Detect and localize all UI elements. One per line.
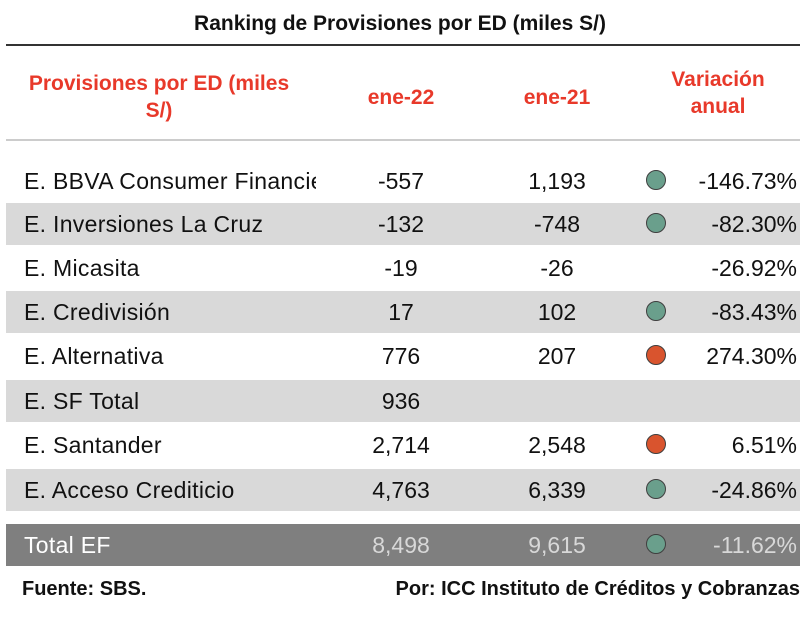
value-ene-21: -26 <box>540 255 574 281</box>
total-row: Total EF 8,498 9,615 -11.62% <box>6 524 800 566</box>
value-ene-22: 4,763 <box>372 477 430 503</box>
value-ene-22: -557 <box>377 168 425 194</box>
value-variacion: -11.62% <box>713 532 797 558</box>
value-ene-21: 1,193 <box>528 168 586 194</box>
header-entity: Provisiones por ED (miles S/) <box>6 70 312 124</box>
status-green-dot-icon <box>646 213 666 233</box>
value-variacion: -146.73% <box>698 168 797 194</box>
header-entity-line2: S/) <box>145 99 173 122</box>
table-row: E. Acceso Crediticio 4,763 6,339 -24.86% <box>6 469 800 511</box>
entity-name: E. Credivisión <box>24 299 171 325</box>
table-row: E. Micasita -19 -26 -26.92% <box>6 247 800 289</box>
value-ene-21: 102 <box>537 299 577 325</box>
entity-name: Total EF <box>24 532 111 558</box>
footer-source: Fuente: SBS. <box>22 578 147 600</box>
entity-name: E. Acceso Crediticio <box>24 477 235 503</box>
header-ene-22: ene-22 <box>367 86 435 109</box>
entity-name: E. Santander <box>24 432 162 458</box>
value-variacion: 6.51% <box>731 432 797 458</box>
value-ene-21: -748 <box>533 211 581 237</box>
table-row: E. Alternativa 776 207 274.30% <box>6 335 800 377</box>
value-ene-21 <box>452 380 662 422</box>
value-variacion: -24.86% <box>711 477 797 503</box>
header-entity-line1: Provisiones por ED (miles <box>28 72 290 95</box>
header-ene-21: ene-21 <box>523 86 591 109</box>
value-ene-22: -132 <box>377 211 425 237</box>
value-ene-21: 2,548 <box>528 432 586 458</box>
table-title: Ranking de Provisiones por ED (miles S/) <box>194 12 606 35</box>
header-variacion-line2: anual <box>690 95 746 118</box>
header-divider <box>6 139 800 141</box>
value-ene-21: 6,339 <box>528 477 586 503</box>
value-ene-22: 936 <box>381 388 421 414</box>
value-variacion: -82.30% <box>711 211 797 237</box>
table-row: E. Inversiones La Cruz -132 -748 -82.30% <box>6 203 800 245</box>
value-ene-22: 776 <box>381 343 421 369</box>
status-red-dot-icon <box>646 345 666 365</box>
status-red-dot-icon <box>646 434 666 454</box>
header-variacion: Variación anual <box>636 66 800 120</box>
table-row: E. BBVA Consumer Financiera -557 1,193 -146… <box>6 160 800 202</box>
entity-name: E. Inversiones La Cruz <box>24 211 264 237</box>
status-green-dot-icon <box>646 301 666 321</box>
value-ene-22: 17 <box>388 299 414 325</box>
status-green-dot-icon <box>646 534 666 554</box>
entity-name: E. Micasita <box>24 255 140 281</box>
value-variacion: 274.30% <box>706 343 797 369</box>
entity-name: E. SF Total <box>24 388 140 414</box>
status-green-dot-icon <box>646 479 666 499</box>
table-row: E. SF Total 936 <box>6 380 800 422</box>
value-variacion: -26.92% <box>711 255 797 281</box>
entity-name: E. BBVA Consumer Financiera <box>24 168 316 194</box>
value-ene-21: 9,615 <box>528 532 586 558</box>
value-variacion: -83.43% <box>711 299 797 325</box>
footer-credit: Por: ICC Instituto de Créditos y Cobranz… <box>395 578 800 600</box>
table-row: E. Santander 2,714 2,548 6.51% <box>6 424 800 466</box>
value-ene-22: -19 <box>384 255 418 281</box>
value-variacion <box>666 380 797 422</box>
title-divider <box>6 44 800 46</box>
status-green-dot-icon <box>646 170 666 190</box>
value-ene-22: 8,498 <box>372 532 430 558</box>
value-ene-21: 207 <box>537 343 577 369</box>
header-variacion-line1: Variación <box>671 68 765 91</box>
table-row: E. Credivisión 17 102 -83.43% <box>6 291 800 333</box>
entity-name: E. Alternativa <box>24 343 164 369</box>
value-ene-22: 2,714 <box>372 432 430 458</box>
